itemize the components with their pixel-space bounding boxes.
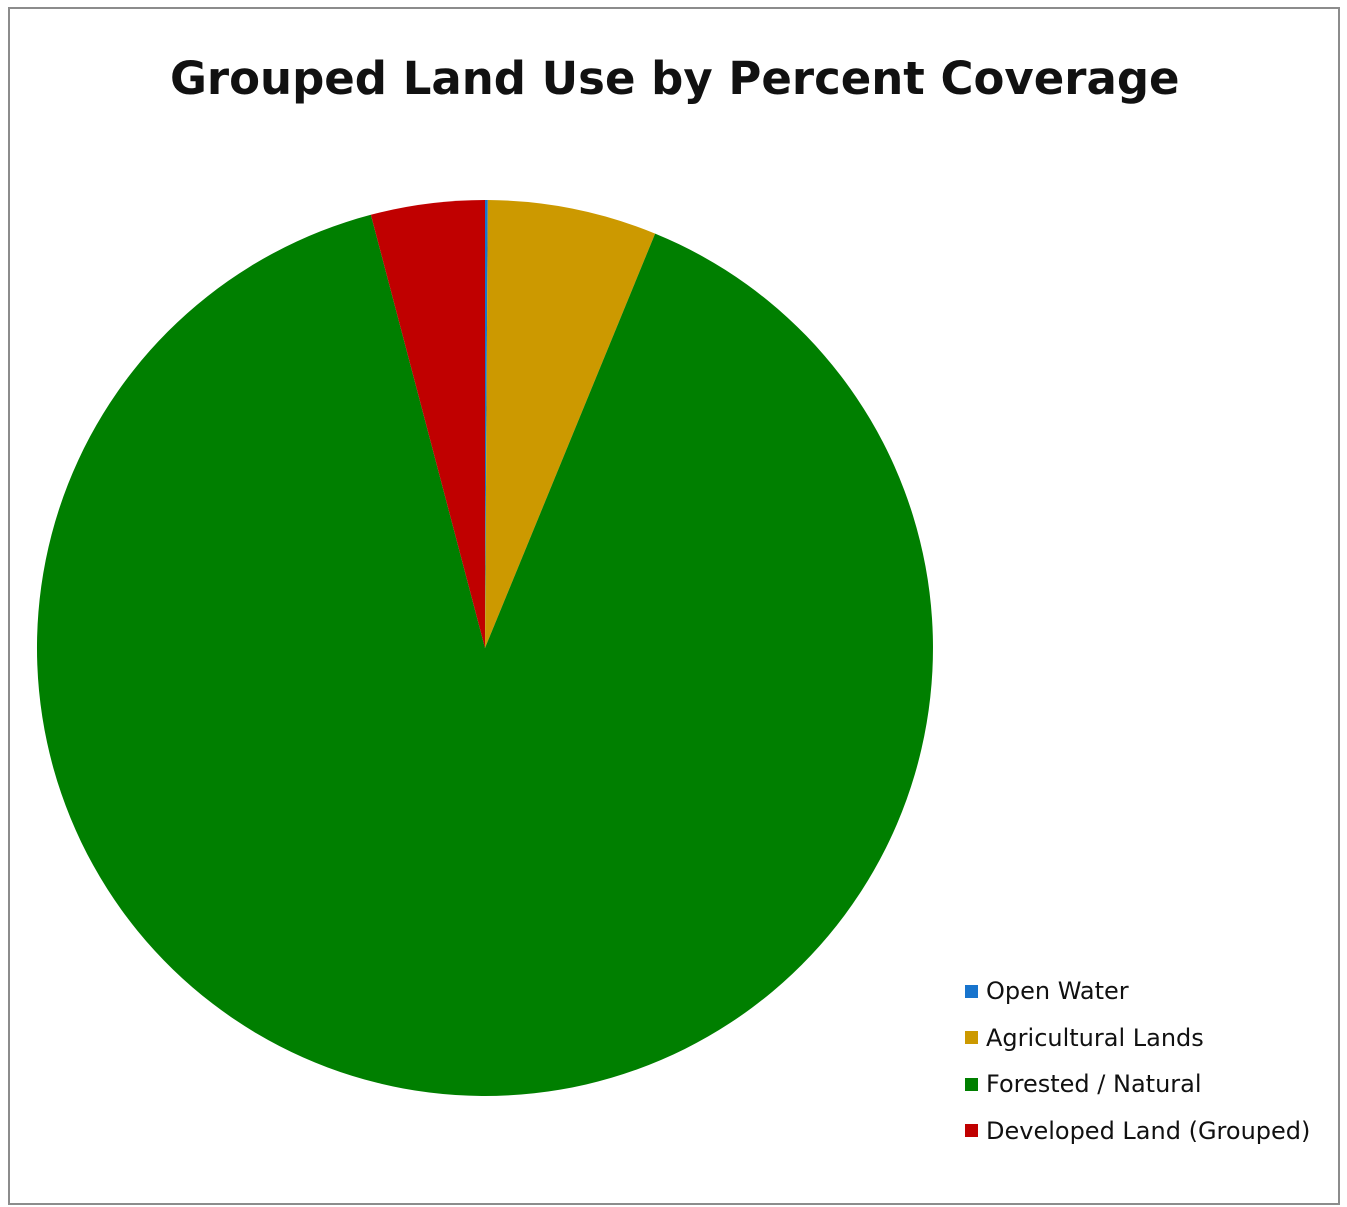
legend-swatch [965, 1031, 978, 1045]
legend-label: Developed Land (Grouped) [986, 1116, 1311, 1145]
chart-title: Grouped Land Use by Percent Coverage [170, 52, 1180, 105]
pie-slice-agricultural-lands [485, 200, 656, 648]
legend-item-developed-land-grouped: Developed Land (Grouped) [965, 1108, 1310, 1155]
legend-item-agricultural-lands: Agricultural Lands [965, 1015, 1310, 1062]
legend-swatch [965, 1077, 978, 1091]
pie-slice-open-water [485, 200, 488, 648]
legend-swatch [965, 1124, 978, 1138]
chart-legend: Open Water Agricultural Lands Forested / N… [965, 968, 1310, 1154]
pie-slice-forested-natural [36, 214, 933, 1096]
pie-slice-developed-land-grouped [370, 200, 485, 648]
legend-label: Forested / Natural [986, 1070, 1202, 1099]
legend-label: Agricultural Lands [986, 1023, 1204, 1052]
legend-item-forested-natural: Forested / Natural [965, 1061, 1310, 1108]
legend-swatch [965, 984, 978, 998]
legend-item-open-water: Open Water [965, 968, 1310, 1015]
legend-label: Open Water [986, 977, 1129, 1006]
